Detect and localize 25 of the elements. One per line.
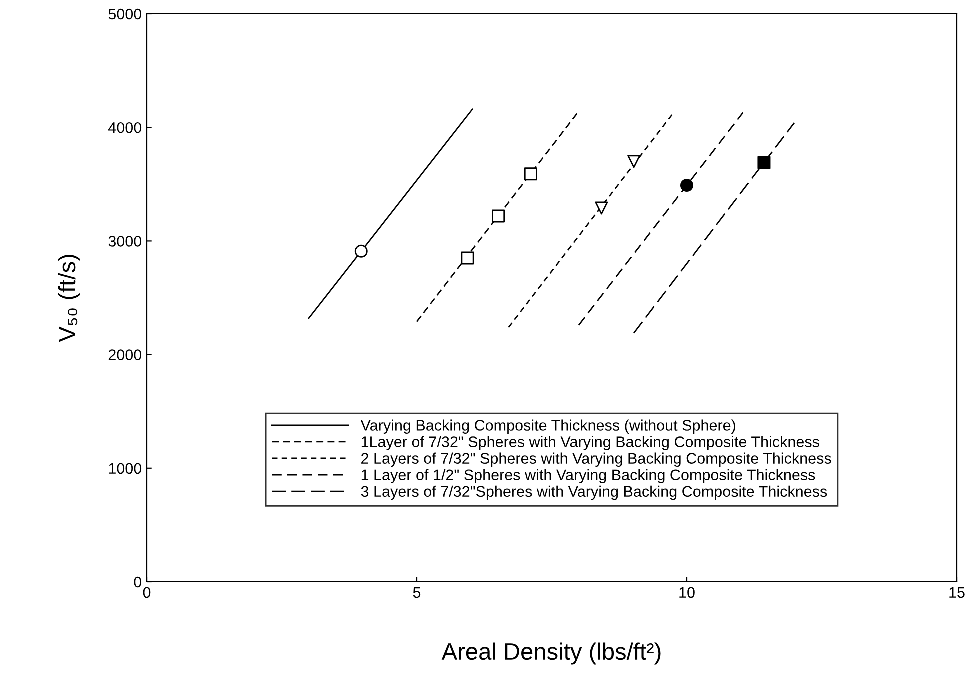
legend-label: 1Layer of 7/32" Spheres with Varying Backing Composite Thickness <box>362 436 820 450</box>
x-tick-label: 15 <box>950 587 965 598</box>
point <box>492 210 506 223</box>
y-tick-label: 0 <box>134 576 142 588</box>
point <box>524 168 538 181</box>
y-tick-label: 1000 <box>109 463 142 474</box>
legend-label: 2 Layers of 7/32" Spheres with Varying Backing Composite Thickness <box>362 452 832 468</box>
y-axis-title: V₅₀ (ft/s) <box>58 255 80 342</box>
x-axis-title: Areal Density (lbs/ft²) <box>442 642 661 665</box>
y-tick-label: 4000 <box>108 122 142 134</box>
y-tick-label: 2000 <box>108 350 142 360</box>
legend-label: 1 Layer of 1/2" Spheres with Varying Backing Composite Thickness <box>362 469 816 484</box>
point <box>758 156 771 170</box>
x-tick-label: 0 <box>143 587 151 598</box>
point <box>628 155 641 168</box>
point <box>354 244 368 258</box>
point <box>461 252 474 265</box>
point <box>680 179 694 192</box>
x-tick-label: 10 <box>680 587 695 598</box>
y-tick-label: 5000 <box>108 8 142 20</box>
legend-label: Varying Backing Composite Thickness (without Sphere) <box>360 420 736 434</box>
x-tick-label: 5 <box>413 587 421 598</box>
point <box>595 202 608 215</box>
legend-label: 3 Layers of 7/32"Spheres with Varying Backing Composite Thickness <box>361 486 828 500</box>
y-tick-label: 3000 <box>108 236 142 247</box>
